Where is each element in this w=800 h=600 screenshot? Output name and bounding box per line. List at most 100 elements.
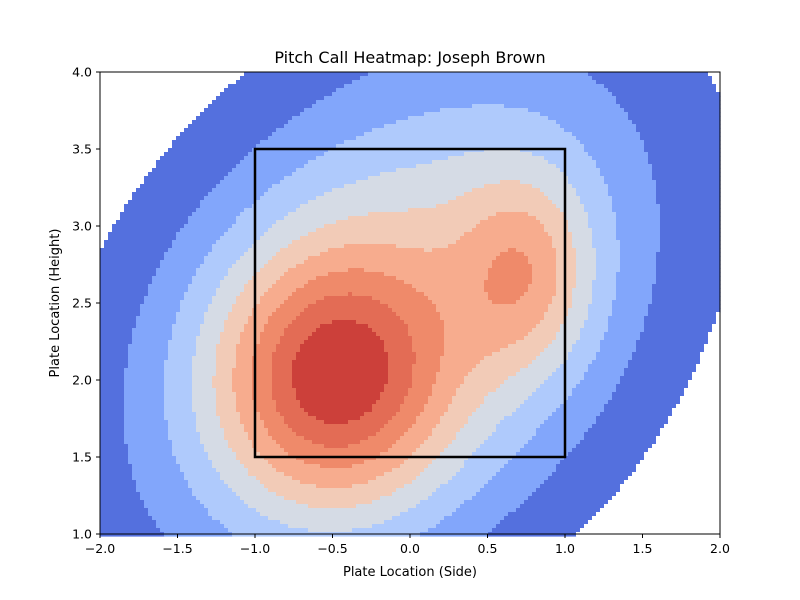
contour-cell — [444, 448, 477, 453]
contour-cell — [484, 440, 529, 445]
x-tick-label: −1.0 — [240, 541, 270, 556]
contour-cell — [692, 372, 721, 377]
contour-cell — [216, 184, 273, 189]
contour-cell — [428, 296, 489, 301]
contour-cell — [168, 356, 193, 361]
contour-cell — [448, 244, 553, 249]
contour-cell — [368, 324, 409, 329]
contour-cell — [324, 192, 465, 197]
contour-cell — [492, 352, 541, 357]
contour-cell — [560, 364, 589, 369]
contour-cell — [320, 252, 501, 257]
contour-cell — [216, 288, 245, 293]
contour-cell — [440, 316, 545, 321]
contour-cell — [268, 320, 293, 325]
contour-cell — [164, 412, 197, 417]
contour-cell — [200, 264, 233, 269]
contour-cell — [128, 200, 201, 205]
contour-cell — [208, 456, 237, 461]
contour-cell — [528, 496, 613, 501]
contour-cell — [532, 268, 557, 273]
contour-cell — [412, 480, 449, 485]
contour-cell — [168, 432, 201, 437]
contour-cell — [480, 444, 525, 449]
contour-cell — [200, 328, 225, 333]
contour-cell — [148, 172, 229, 177]
contour-cell — [520, 404, 561, 409]
contour-cell — [188, 284, 221, 289]
contour-cell — [372, 328, 409, 333]
contour-cell — [352, 464, 401, 469]
contour-cell — [684, 388, 721, 393]
contour-cell — [292, 320, 333, 325]
contour-cell — [240, 160, 309, 165]
contour-cell — [204, 260, 237, 265]
contour-cell — [588, 520, 721, 525]
contour-cell — [336, 144, 585, 149]
contour-cell — [124, 388, 165, 393]
contour-cell — [624, 368, 697, 373]
contour-cell — [608, 500, 721, 505]
contour-cell — [460, 236, 553, 241]
contour-cell — [276, 308, 305, 313]
contour-cell — [616, 388, 685, 393]
contour-cell — [184, 296, 213, 301]
contour-cell — [248, 316, 269, 321]
contour-cell — [712, 80, 721, 85]
contour-cell — [616, 236, 661, 241]
contour-cell — [100, 144, 173, 149]
contour-cell — [112, 224, 185, 229]
x-axis-label: Plate Location (Side) — [343, 565, 477, 580]
contour-cell — [180, 308, 209, 313]
contour-cell — [716, 84, 721, 89]
contour-cell — [592, 244, 621, 249]
contour-cell — [596, 352, 633, 357]
contour-cell — [228, 444, 253, 449]
contour-cell — [172, 452, 209, 457]
contour-cell — [100, 196, 133, 201]
contour-cell — [348, 268, 365, 273]
contour-cell — [224, 428, 245, 433]
contour-cell — [436, 488, 481, 493]
contour-cell — [436, 424, 465, 429]
contour-cell — [548, 344, 573, 349]
contour-cell — [316, 276, 397, 281]
contour-cell — [592, 300, 613, 305]
contour-cell — [100, 200, 129, 205]
contour-cell — [192, 400, 217, 405]
contour-cell — [240, 292, 265, 297]
contour-cell — [384, 388, 409, 393]
contour-cell — [604, 404, 677, 409]
contour-cell — [488, 296, 521, 301]
contour-cell — [572, 184, 609, 189]
contour-cell — [424, 468, 461, 473]
contour-cell — [164, 400, 193, 405]
contour-cell — [172, 328, 201, 333]
contour-cell — [168, 420, 197, 425]
contour-cell — [548, 416, 597, 421]
contour-cell — [604, 332, 641, 337]
contour-cell — [568, 220, 589, 225]
contour-cell — [556, 408, 605, 413]
contour-cell — [228, 312, 253, 317]
contour-cell — [220, 336, 241, 341]
contour-cell — [536, 428, 589, 433]
contour-cell — [100, 220, 117, 225]
contour-cell — [100, 268, 157, 273]
contour-cell — [196, 340, 221, 345]
contour-cell — [100, 392, 125, 397]
contour-cell — [100, 300, 145, 305]
contour-cell — [364, 412, 397, 417]
contour-cell — [460, 428, 497, 433]
contour-cell — [244, 156, 317, 161]
contour-cell — [608, 184, 657, 189]
contour-cell — [564, 216, 589, 221]
contour-cell — [304, 284, 413, 289]
contour-cell — [496, 472, 553, 477]
contour-cell — [256, 476, 293, 481]
contour-cell — [268, 136, 357, 141]
contour-cell — [660, 236, 721, 241]
contour-cell — [428, 400, 453, 405]
contour-cell — [552, 472, 633, 477]
contour-cell — [276, 404, 301, 409]
